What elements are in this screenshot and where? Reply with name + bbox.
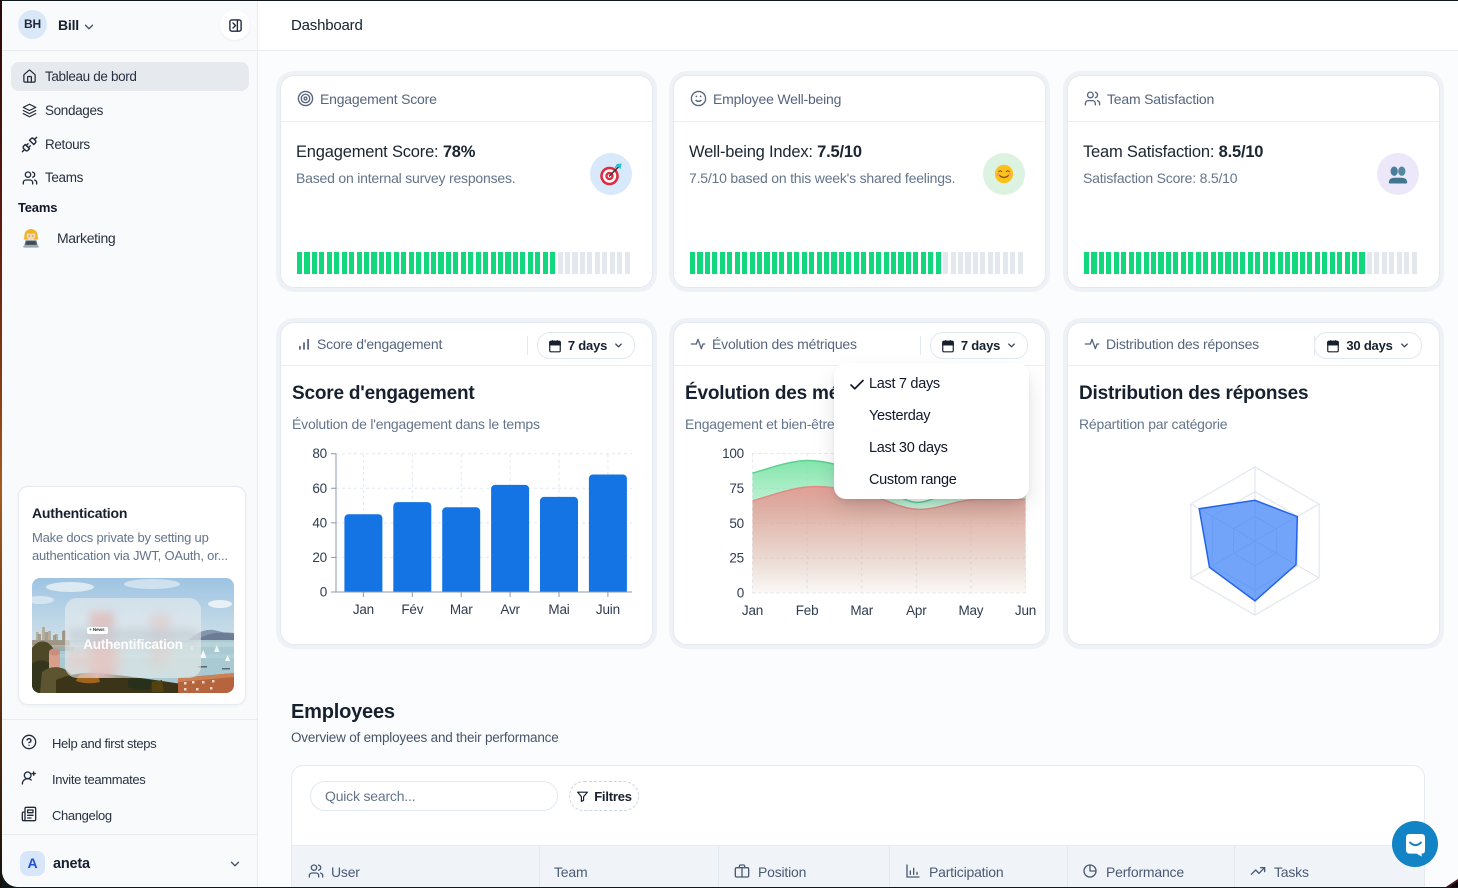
svg-text:100: 100 xyxy=(722,446,744,461)
svg-text:0: 0 xyxy=(737,586,744,601)
svg-text:50: 50 xyxy=(729,516,744,531)
svg-text:Juin: Juin xyxy=(596,602,620,617)
svg-text:Jan: Jan xyxy=(353,602,374,617)
svg-text:Fév: Fév xyxy=(401,602,423,617)
svg-text:60: 60 xyxy=(312,481,327,496)
svg-text:Feb: Feb xyxy=(796,603,819,618)
svg-text:75: 75 xyxy=(729,481,744,496)
svg-text:Mar: Mar xyxy=(450,602,473,617)
svg-text:Mai: Mai xyxy=(548,602,569,617)
svg-text:Apr: Apr xyxy=(906,603,927,618)
svg-text:May: May xyxy=(958,603,983,618)
svg-text:25: 25 xyxy=(729,551,744,566)
svg-text:0: 0 xyxy=(320,585,327,600)
svg-text:20: 20 xyxy=(312,550,327,565)
svg-text:Jan: Jan xyxy=(742,603,763,618)
svg-text:Jun: Jun xyxy=(1015,603,1036,618)
svg-text:Mar: Mar xyxy=(850,603,873,618)
svg-text:40: 40 xyxy=(312,515,327,530)
svg-text:80: 80 xyxy=(312,446,327,461)
svg-text:Avr: Avr xyxy=(500,602,520,617)
